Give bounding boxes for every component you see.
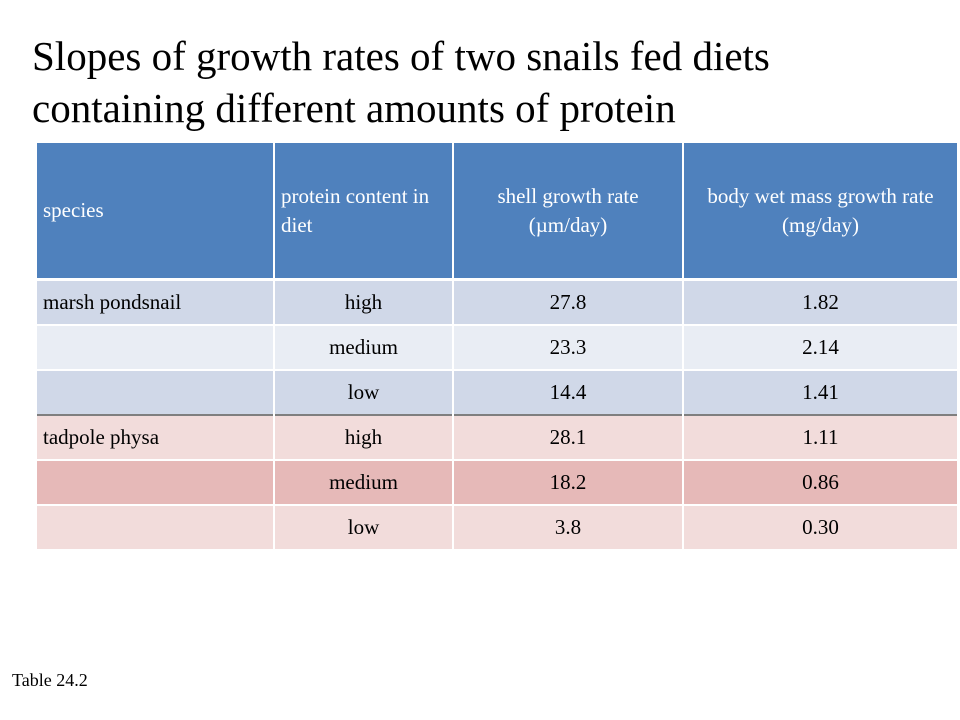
table-row: low 3.8 0.30 [37,504,957,549]
header-species: species [37,143,275,280]
protein-cell: low [274,369,454,415]
table-row: tadpole physa high 28.1 1.11 [37,414,957,460]
header-shell-growth-rate: shell growth rate (µm/day) [453,143,684,280]
table-row: medium 18.2 0.86 [37,459,957,505]
mass-rate-cell: 1.82 [683,278,957,325]
table-header: species protein content in diet shell gr… [37,143,957,280]
shell-rate-cell: 3.8 [453,504,684,549]
header-protein-content: protein content in diet [274,143,454,280]
protein-cell: high [274,278,454,325]
species-cell [37,504,275,549]
protein-cell: low [274,504,454,549]
mass-rate-cell: 0.86 [683,459,957,505]
table-row: marsh pondsnail high 27.8 1.82 [37,278,957,325]
species-cell [37,324,275,370]
shell-rate-cell: 18.2 [453,459,684,505]
mass-rate-cell: 1.11 [683,414,957,460]
growth-rate-table: species protein content in diet shell gr… [37,143,957,549]
mass-rate-cell: 2.14 [683,324,957,370]
slide-title: Slopes of growth rates of two snails fed… [32,33,770,131]
species-cell: tadpole physa [37,414,275,460]
mass-rate-cell: 1.41 [683,369,957,415]
table-row: low 14.4 1.41 [37,369,957,415]
species-cell: marsh pondsnail [37,278,275,325]
header-row: species protein content in diet shell gr… [37,143,957,280]
table-body: marsh pondsnail high 27.8 1.82 medium 23… [37,278,957,549]
protein-cell: high [274,414,454,460]
protein-cell: medium [274,324,454,370]
header-body-mass-growth-rate: body wet mass growth rate (mg/day) [683,143,957,280]
table-row: medium 23.3 2.14 [37,324,957,370]
mass-rate-cell: 0.30 [683,504,957,549]
shell-rate-cell: 28.1 [453,414,684,460]
shell-rate-cell: 27.8 [453,278,684,325]
protein-cell: medium [274,459,454,505]
species-cell [37,369,275,415]
shell-rate-cell: 14.4 [453,369,684,415]
shell-rate-cell: 23.3 [453,324,684,370]
species-cell [37,459,275,505]
table-caption: Table 24.2 [12,670,88,690]
